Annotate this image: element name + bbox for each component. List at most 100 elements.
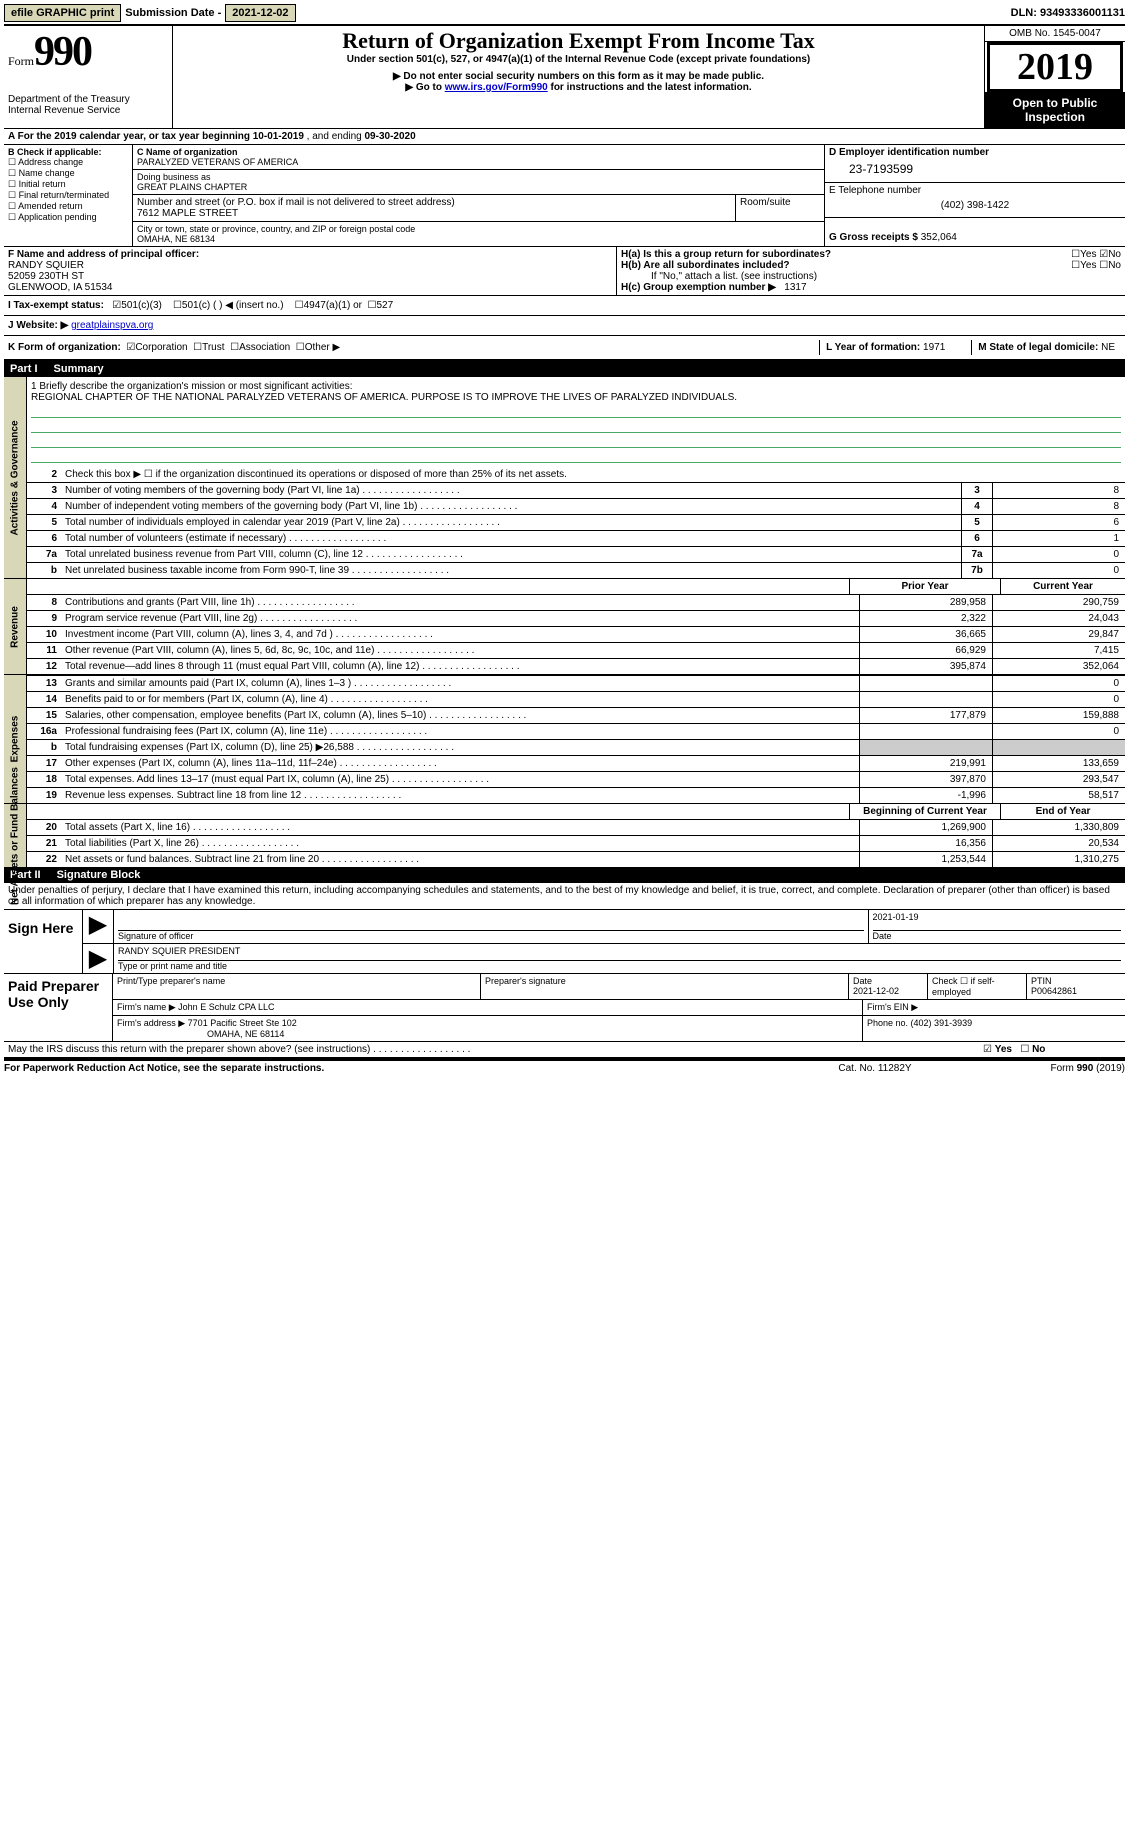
sig-date-cell: 2021-01-19 Date — [868, 910, 1126, 943]
b-opt-1[interactable]: ☐ Name change — [8, 168, 128, 179]
ln-py: 16,356 — [859, 836, 992, 851]
row-a-mid: , and ending — [307, 131, 365, 142]
goto-prefix: ▶ Go to — [405, 82, 444, 93]
firm-addr-label: Firm's address ▶ — [117, 1018, 185, 1028]
form990-link[interactable]: www.irs.gov/Form990 — [445, 82, 548, 93]
b-opt-3[interactable]: ☐ Final return/terminated — [8, 190, 128, 201]
ln-cy: 58,517 — [992, 788, 1125, 803]
line-b: b Net unrelated business taxable income … — [27, 562, 1125, 578]
irs-label: Internal Revenue Service — [8, 105, 168, 116]
b-opt-0[interactable]: ☐ Address change — [8, 157, 128, 168]
i-4947[interactable]: 4947(a)(1) or — [304, 300, 362, 311]
b-opt-5-label: Application pending — [18, 212, 97, 222]
ln-text: Revenue less expenses. Subtract line 18 … — [61, 788, 859, 803]
l1-text: REGIONAL CHAPTER OF THE NATIONAL PARALYZ… — [31, 392, 1121, 403]
ein-value: 23-7193599 — [829, 158, 1121, 180]
i-501c[interactable]: 501(c) ( ) ◀ (insert no.) — [182, 300, 284, 311]
hb-no[interactable]: No — [1108, 260, 1121, 271]
street-value: 7612 MAPLE STREET — [137, 208, 238, 219]
ha-no[interactable]: No — [1108, 249, 1121, 260]
ln-val: 8 — [992, 499, 1125, 514]
ha-yes[interactable]: Yes — [1080, 249, 1096, 260]
firm-name-cell: Firm's name ▶ John E Schulz CPA LLC — [113, 1000, 862, 1015]
may-irs-text: May the IRS discuss this return with the… — [4, 1042, 981, 1057]
na-vlabel: Net Assets or Fund Balances — [4, 804, 27, 867]
k-assoc[interactable]: Association — [239, 342, 290, 353]
firm-addr1: 7701 Pacific Street Ste 102 — [188, 1018, 297, 1028]
sig-officer-cell[interactable]: Signature of officer — [113, 910, 868, 943]
hc-value: 1317 — [784, 282, 806, 293]
expenses-section: Expenses 13 Grants and similar amounts p… — [4, 674, 1125, 803]
b-opt-2[interactable]: ☐ Initial return — [8, 179, 128, 190]
officer-addr2: GLENWOOD, IA 51534 — [8, 282, 113, 293]
ln-num: 9 — [27, 611, 61, 626]
ln-text: Net unrelated business taxable income fr… — [61, 563, 961, 578]
line-13: 13 Grants and similar amounts paid (Part… — [27, 675, 1125, 691]
i-527[interactable]: 527 — [377, 300, 394, 311]
prep-sig-hdr: Preparer's signature — [480, 974, 848, 999]
k-label: K Form of organization: — [8, 342, 121, 353]
k-trust[interactable]: Trust — [202, 342, 224, 353]
ln-text: Total number of individuals employed in … — [61, 515, 961, 530]
firm-phone-cell: Phone no. (402) 391-3939 — [862, 1016, 1125, 1041]
ha-label: H(a) Is this a group return for subordin… — [621, 249, 831, 260]
may-no[interactable]: No — [1032, 1044, 1045, 1055]
ln-box: 6 — [961, 531, 992, 546]
m-value: NE — [1101, 342, 1115, 353]
ln-cy: 133,659 — [992, 756, 1125, 771]
open-line1: Open to Public — [1013, 96, 1098, 110]
b-opt-4[interactable]: ☐ Amended return — [8, 201, 128, 212]
ln-num: b — [27, 740, 61, 755]
ln-num: 21 — [27, 836, 61, 851]
preparer-right: Print/Type preparer's name Preparer's si… — [112, 974, 1125, 1041]
c-label: C Name of organization — [137, 147, 238, 157]
ln-text: Number of independent voting members of … — [61, 499, 961, 514]
b-opt-3-label: Final return/terminated — [19, 190, 110, 200]
l2-text: Check this box ▶ ☐ if the organization d… — [61, 467, 1125, 482]
ln-num: 7a — [27, 547, 61, 562]
ln-num: 22 — [27, 852, 61, 867]
dba-label: Doing business as — [137, 172, 211, 182]
prep-date-val: 2021-12-02 — [853, 986, 899, 996]
ln-box: 4 — [961, 499, 992, 514]
header-mid: Return of Organization Exempt From Incom… — [173, 26, 984, 128]
k-other[interactable]: Other ▶ — [305, 342, 340, 353]
may-yes[interactable]: Yes — [995, 1044, 1012, 1055]
i-501c3[interactable]: 501(c)(3) — [121, 300, 162, 311]
ln-val: 0 — [992, 563, 1125, 578]
firm-addr-cell: Firm's address ▶ 7701 Pacific Street Ste… — [113, 1016, 862, 1041]
ln-text: Grants and similar amounts paid (Part IX… — [61, 676, 859, 691]
ln-text: Professional fundraising fees (Part IX, … — [61, 724, 859, 739]
dln-value: 93493336001131 — [1040, 7, 1125, 19]
b-opt-5[interactable]: ☐ Application pending — [8, 212, 128, 223]
ln-text: Total unrelated business revenue from Pa… — [61, 547, 961, 562]
ln-cy: 290,759 — [992, 595, 1125, 610]
website-link[interactable]: greatplainspva.org — [71, 320, 153, 331]
sig-date-label: Date — [873, 931, 892, 941]
sig-intro: Under penalties of perjury, I declare th… — [4, 883, 1125, 909]
dept-treasury: Department of the Treasury — [8, 94, 168, 105]
submission-label: Submission Date - — [125, 7, 221, 19]
b-title: B Check if applicable: — [8, 147, 128, 157]
ln-val: 0 — [992, 547, 1125, 562]
submission-date: 2021-12-02 — [225, 4, 295, 22]
prep-self-cell[interactable]: Check ☐ if self-employed — [927, 974, 1026, 999]
goto-suffix: for instructions and the latest informat… — [548, 82, 752, 93]
ln-num: b — [27, 563, 61, 578]
line-11: 11 Other revenue (Part VIII, column (A),… — [27, 642, 1125, 658]
org-name: PARALYZED VETERANS OF AMERICA — [137, 157, 298, 167]
line-16a: 16a Professional fundraising fees (Part … — [27, 723, 1125, 739]
k-corp[interactable]: Corporation — [135, 342, 187, 353]
ln-text: Contributions and grants (Part VIII, lin… — [61, 595, 859, 610]
paperwork-notice: For Paperwork Reduction Act Notice, see … — [4, 1063, 775, 1074]
arrow-icon-1: ▶ — [83, 910, 113, 943]
sign-here-right: ▶ Signature of officer 2021-01-19 Date ▶… — [82, 910, 1125, 973]
part-1-num: Part I — [10, 363, 54, 375]
row-a-prefix: A For the 2019 calendar year, or tax yea… — [8, 131, 253, 142]
ln-num: 5 — [27, 515, 61, 530]
hb-yes[interactable]: Yes — [1080, 260, 1096, 271]
efile-button[interactable]: efile GRAPHIC print — [4, 4, 121, 22]
ln-box: 7b — [961, 563, 992, 578]
dln: DLN: 93493336001131 — [1011, 7, 1125, 19]
line-22: 22 Net assets or fund balances. Subtract… — [27, 851, 1125, 867]
